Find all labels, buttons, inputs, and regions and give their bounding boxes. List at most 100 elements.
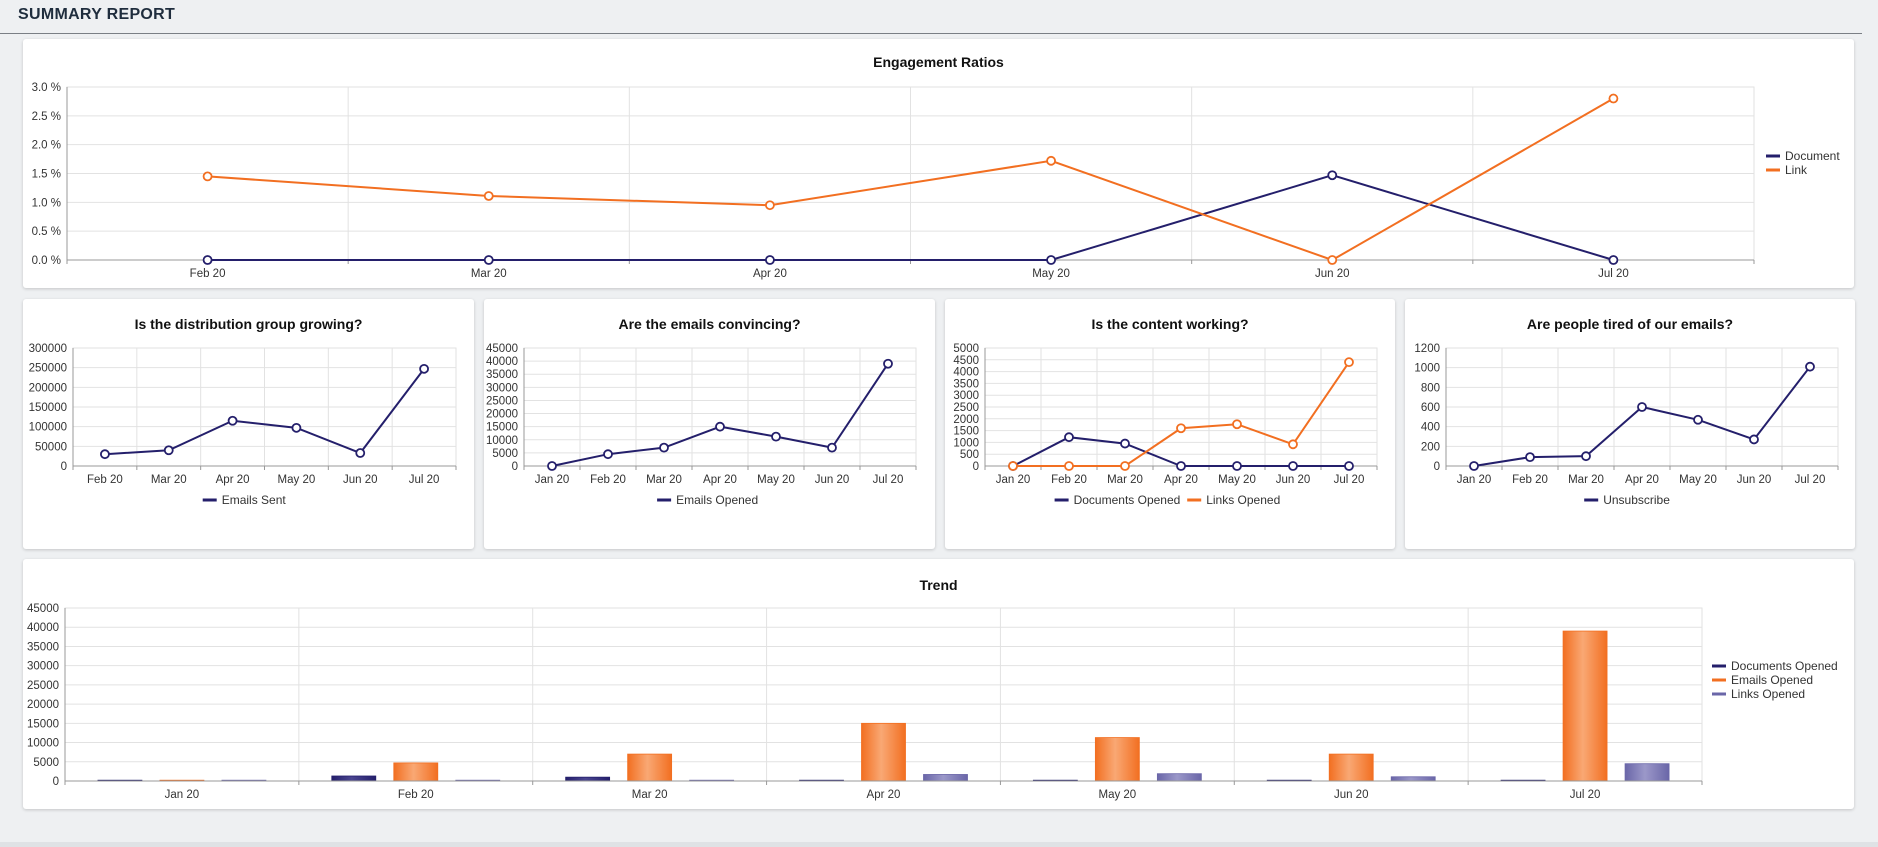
engagement-ytick-label: 1.0 % bbox=[32, 197, 61, 209]
content-xtick-label: Jan 20 bbox=[996, 474, 1031, 486]
chart-people-tired: Are people tired of our emails? 0 200 400 60… bbox=[1414, 316, 1839, 507]
content-xtick-label: Jul 20 bbox=[1334, 474, 1365, 486]
convincing-point-emails-opened bbox=[547, 461, 557, 471]
trend-xtick-label: Jul 20 bbox=[1570, 789, 1601, 801]
engagement-ytick-label: 2.5 % bbox=[32, 111, 61, 123]
content-ytick-label: 2000 bbox=[953, 414, 979, 426]
convincing-ytick-label: 5000 bbox=[492, 448, 518, 460]
trend-ytick-label: 25000 bbox=[27, 680, 59, 692]
content-point-documents-opened bbox=[1344, 461, 1354, 471]
growth-xtick-label: May 20 bbox=[278, 474, 316, 486]
tired-point-unsubscribe bbox=[1637, 402, 1647, 412]
convincing-ytick-label: 30000 bbox=[486, 382, 518, 394]
trend-ytick-label: 35000 bbox=[27, 641, 59, 653]
engagement-legend-label: Link bbox=[1785, 163, 1808, 177]
growth-point-emails-sent bbox=[227, 415, 238, 426]
content-point-links-opened bbox=[1176, 423, 1186, 434]
tired-ytick-label: 0 bbox=[1434, 461, 1440, 473]
engagement-ytick-label: 2.0 % bbox=[32, 140, 61, 152]
convincing-ytick-label: 15000 bbox=[486, 422, 518, 434]
content-xtick-label: May 20 bbox=[1218, 474, 1256, 486]
convincing-xtick-label: Jul 20 bbox=[873, 474, 904, 486]
convincing-plot-frame bbox=[523, 347, 917, 467]
growth-point-emails-sent bbox=[291, 422, 302, 433]
convincing-xtick-label: Apr 20 bbox=[703, 474, 737, 486]
engagement-point-link bbox=[1327, 255, 1338, 265]
content-point-documents-opened bbox=[1120, 438, 1130, 449]
tired-xtick-label: Jan 20 bbox=[1457, 474, 1492, 486]
convincing-ytick-label: 20000 bbox=[486, 409, 518, 421]
content-title: Is the content working? bbox=[1091, 316, 1248, 332]
convincing-title: Are the emails convincing? bbox=[618, 316, 800, 332]
convincing-ytick-label: 25000 bbox=[486, 395, 518, 407]
growth-legend-label: Emails Sent bbox=[222, 493, 287, 507]
tired-title: Are people tired of our emails? bbox=[1527, 316, 1733, 332]
engagement-xtick-label: Jun 20 bbox=[1315, 268, 1350, 280]
content-point-links-opened bbox=[1344, 357, 1354, 368]
convincing-point-emails-opened bbox=[827, 442, 837, 453]
footer-strip bbox=[0, 842, 1878, 847]
trend-xtick-label: Jun 20 bbox=[1334, 789, 1369, 801]
card-distribution-growth: Is the distribution group growing? 0 50000… bbox=[23, 299, 474, 549]
tired-xtick-label: Jun 20 bbox=[1737, 474, 1772, 486]
content-ytick-label: 1500 bbox=[953, 426, 979, 438]
tired-ytick-label: 600 bbox=[1421, 402, 1440, 414]
engagement-xtick-label: Feb 20 bbox=[190, 268, 226, 280]
tired-ytick-label: 1200 bbox=[1414, 343, 1440, 355]
growth-point-emails-sent bbox=[100, 449, 110, 460]
content-point-links-opened bbox=[1288, 439, 1298, 450]
tired-xtick-label: Feb 20 bbox=[1512, 474, 1548, 486]
engagement-point-link bbox=[202, 171, 213, 182]
trend-title: Trend bbox=[919, 577, 957, 593]
content-xtick-label: Feb 20 bbox=[1051, 474, 1087, 486]
convincing-legend-label: Emails Opened bbox=[676, 493, 758, 507]
convincing-xtick-label: Jan 20 bbox=[535, 474, 570, 486]
growth-ytick-label: 200000 bbox=[29, 382, 67, 394]
convincing-ytick-label: 0 bbox=[512, 461, 518, 473]
trend-ytick-label: 5000 bbox=[33, 757, 59, 769]
card-content-working: Is the content working? 0 500 1000 1500 2000 2… bbox=[945, 299, 1395, 549]
content-point-links-opened bbox=[1008, 461, 1018, 471]
card-engagement-ratios: Engagement Ratios 0.0 % 0.5 % 1.0 % 1.5 % 2.0… bbox=[23, 39, 1854, 288]
content-ytick-label: 4500 bbox=[953, 355, 979, 367]
content-xtick-label: Mar 20 bbox=[1107, 474, 1143, 486]
trend-ytick-label: 45000 bbox=[27, 603, 59, 615]
growth-xtick-label: Mar 20 bbox=[151, 474, 187, 486]
trend-bar-emails-opened bbox=[1562, 630, 1608, 782]
content-series-line-links-opened bbox=[1013, 361, 1350, 467]
convincing-xtick-label: May 20 bbox=[757, 474, 795, 486]
trend-xtick-label: Mar 20 bbox=[632, 789, 668, 801]
growth-ytick-label: 0 bbox=[61, 461, 67, 473]
content-point-documents-opened bbox=[1232, 461, 1242, 471]
trend-bar-links-opened bbox=[1390, 776, 1436, 782]
engagement-series-line-link bbox=[207, 97, 1614, 262]
engagement-ytick-label: 3.0 % bbox=[32, 82, 61, 94]
engagement-ytick-label: 0.0 % bbox=[32, 255, 61, 267]
trend-legend-label: Links Opened bbox=[1731, 687, 1805, 701]
content-legend-label: Links Opened bbox=[1206, 493, 1280, 507]
engagement-point-document bbox=[483, 255, 494, 265]
trend-xtick-label: May 20 bbox=[1098, 789, 1136, 801]
trend-ytick-label: 15000 bbox=[27, 718, 59, 730]
tired-point-unsubscribe bbox=[1581, 451, 1591, 462]
trend-legend-label: Emails Opened bbox=[1731, 673, 1813, 687]
growth-xtick-label: Apr 20 bbox=[216, 474, 250, 486]
convincing-point-emails-opened bbox=[771, 431, 781, 442]
engagement-ytick-label: 1.5 % bbox=[32, 169, 61, 181]
convincing-ytick-label: 35000 bbox=[486, 369, 518, 381]
convincing-point-emails-opened bbox=[603, 449, 613, 460]
convincing-point-emails-opened bbox=[715, 421, 725, 432]
trend-bar-emails-opened bbox=[1328, 753, 1374, 782]
growth-ytick-label: 250000 bbox=[29, 363, 67, 375]
content-ytick-label: 3500 bbox=[953, 378, 979, 390]
chart-trend: Trend 0 5000 10000 15000 20000 25000 30000 35000… bbox=[27, 577, 1838, 801]
chart-distribution-growth: Is the distribution group growing? 0 50000… bbox=[29, 316, 457, 507]
tired-ytick-label: 200 bbox=[1421, 441, 1440, 453]
growth-title: Is the distribution group growing? bbox=[135, 316, 363, 332]
trend-bar-links-opened bbox=[923, 774, 968, 782]
engagement-xtick-label: Mar 20 bbox=[471, 268, 507, 280]
growth-point-emails-sent bbox=[419, 363, 429, 374]
engagement-title: Engagement Ratios bbox=[873, 54, 1004, 70]
content-ytick-label: 3000 bbox=[953, 390, 979, 402]
growth-xtick-label: Feb 20 bbox=[87, 474, 123, 486]
